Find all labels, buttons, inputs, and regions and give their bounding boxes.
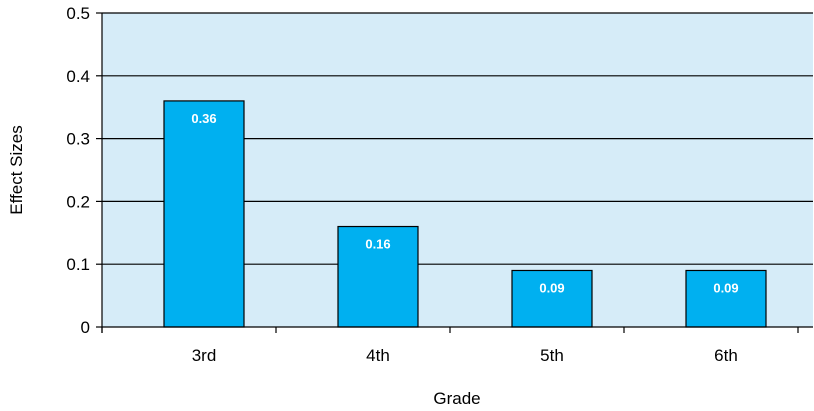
bar-value-label: 0.09 — [713, 280, 738, 295]
y-tick-label: 0.5 — [66, 4, 90, 23]
bar — [686, 270, 766, 327]
bar-value-label: 0.16 — [365, 237, 390, 252]
x-tick-label: 5th — [540, 346, 564, 365]
x-tick-label: 3rd — [192, 346, 217, 365]
y-axis-title: Effect Sizes — [7, 125, 26, 214]
y-tick-label: 0.2 — [66, 192, 90, 211]
bar-value-label: 0.36 — [191, 111, 216, 126]
y-tick-labels: 0 0.1 0.2 0.3 0.4 0.5 — [66, 4, 90, 337]
x-tick-labels: 3rd 4th 5th 6th — [192, 346, 738, 365]
bar — [512, 270, 592, 327]
y-tick-label: 0.4 — [66, 67, 90, 86]
y-tick-label: 0.1 — [66, 255, 90, 274]
bar-value-label: 0.09 — [539, 280, 564, 295]
x-tick-label: 6th — [714, 346, 738, 365]
bar — [164, 101, 244, 327]
y-tick-label: 0 — [81, 318, 90, 337]
x-tick-label: 4th — [366, 346, 390, 365]
y-tick-label: 0.3 — [66, 130, 90, 149]
x-axis-title: Grade — [433, 389, 480, 408]
